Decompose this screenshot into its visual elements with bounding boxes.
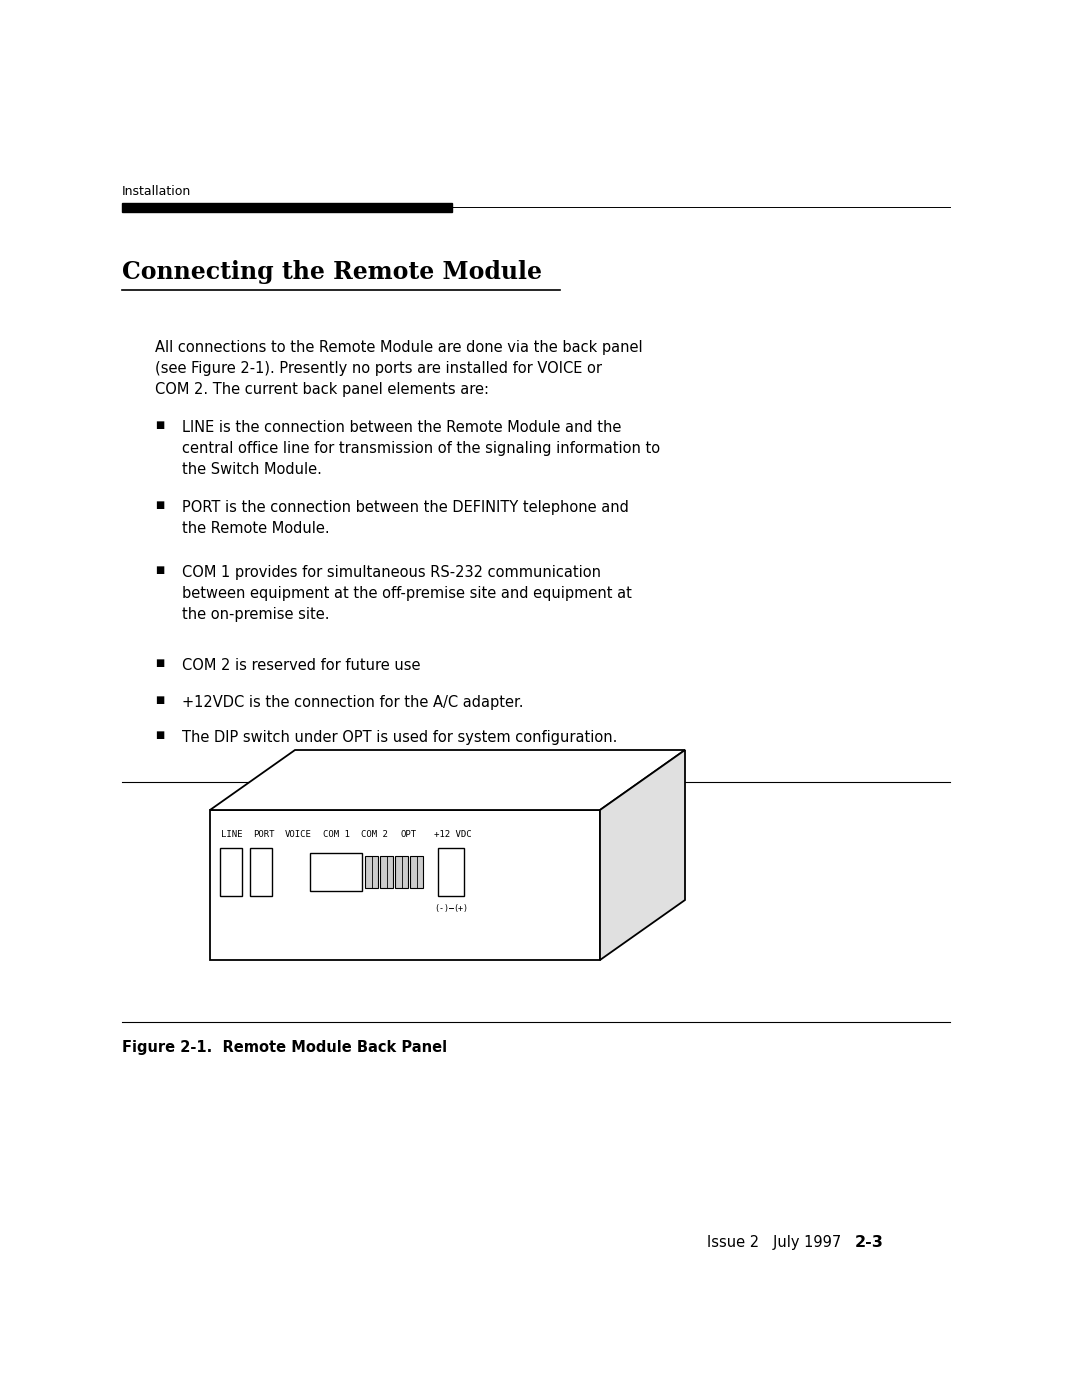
- Text: COM 1: COM 1: [323, 830, 350, 840]
- Text: ■: ■: [156, 694, 164, 705]
- Text: Figure 2-1.  Remote Module Back Panel: Figure 2-1. Remote Module Back Panel: [122, 1039, 447, 1055]
- Bar: [220, 848, 242, 895]
- Text: +12 VDC: +12 VDC: [434, 830, 472, 840]
- Text: ■: ■: [156, 564, 164, 576]
- Text: PORT is the connection between the DEFINITY telephone and: PORT is the connection between the DEFIN…: [183, 500, 629, 515]
- Text: The DIP switch under OPT is used for system configuration.: The DIP switch under OPT is used for sys…: [183, 731, 618, 745]
- Text: LINE: LINE: [221, 830, 243, 840]
- Bar: [365, 856, 378, 888]
- Text: COM 1 provides for simultaneous RS-232 communication: COM 1 provides for simultaneous RS-232 c…: [183, 564, 600, 580]
- Text: (see Figure 2-1). Presently no ports are installed for VOICE or: (see Figure 2-1). Presently no ports are…: [156, 360, 602, 376]
- Bar: [410, 856, 423, 888]
- Text: the Switch Module.: the Switch Module.: [183, 462, 322, 476]
- Bar: [438, 848, 464, 895]
- Text: 2-3: 2-3: [855, 1235, 883, 1250]
- Text: LINE is the connection between the Remote Module and the: LINE is the connection between the Remot…: [183, 420, 621, 434]
- Text: +12VDC is the connection for the A/C adapter.: +12VDC is the connection for the A/C ada…: [183, 694, 524, 710]
- Text: Issue 2   July 1997: Issue 2 July 1997: [707, 1235, 855, 1250]
- Bar: [310, 854, 362, 891]
- Text: (+): (+): [453, 904, 468, 912]
- Text: the Remote Module.: the Remote Module.: [183, 521, 329, 536]
- Text: VOICE: VOICE: [284, 830, 311, 840]
- Text: COM 2: COM 2: [361, 830, 388, 840]
- Bar: [395, 856, 408, 888]
- Bar: [210, 810, 600, 960]
- Text: COM 2. The current back panel elements are:: COM 2. The current back panel elements a…: [156, 381, 489, 397]
- Polygon shape: [210, 750, 685, 810]
- Bar: [249, 848, 272, 895]
- Text: ■: ■: [156, 500, 164, 510]
- Bar: [122, 203, 453, 212]
- Text: PORT: PORT: [253, 830, 274, 840]
- Text: Connecting the Remote Module: Connecting the Remote Module: [122, 260, 542, 284]
- Text: the on-premise site.: the on-premise site.: [183, 608, 329, 622]
- Text: All connections to the Remote Module are done via the back panel: All connections to the Remote Module are…: [156, 339, 643, 355]
- Text: (-): (-): [434, 904, 449, 912]
- Text: ■: ■: [156, 420, 164, 430]
- Text: central office line for transmission of the signaling information to: central office line for transmission of …: [183, 441, 660, 455]
- Polygon shape: [600, 750, 685, 960]
- Text: ■: ■: [156, 658, 164, 668]
- Text: COM 2 is reserved for future use: COM 2 is reserved for future use: [183, 658, 420, 673]
- Text: between equipment at the off-premise site and equipment at: between equipment at the off-premise sit…: [183, 585, 632, 601]
- Bar: [380, 856, 393, 888]
- Text: OPT: OPT: [401, 830, 417, 840]
- Text: Installation: Installation: [122, 184, 191, 198]
- Text: ■: ■: [156, 731, 164, 740]
